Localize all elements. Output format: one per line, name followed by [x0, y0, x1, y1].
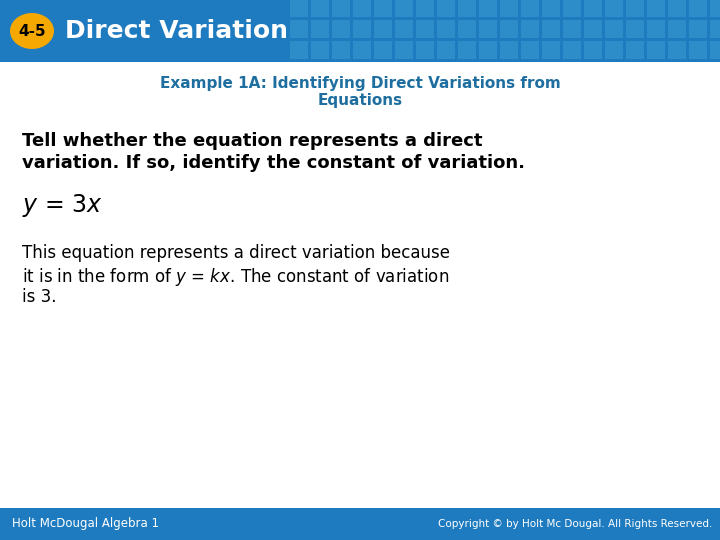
Bar [521, 20, 539, 38]
Bar [710, 0, 720, 17]
Bar [416, 20, 434, 38]
Bar [710, 41, 720, 59]
Text: $\mathbf{\mathit{y}}$ = 3$\mathbf{\mathit{x}}$: $\mathbf{\mathit{y}}$ = 3$\mathbf{\mathi… [22, 192, 102, 219]
Bar [416, 41, 434, 59]
Bar [710, 20, 720, 38]
Bar [521, 41, 539, 59]
Bar [563, 41, 581, 59]
Text: Direct Variation: Direct Variation [65, 19, 288, 43]
Text: is 3.: is 3. [22, 288, 56, 306]
Bar [668, 20, 686, 38]
Bar [500, 0, 518, 17]
Bar [479, 20, 497, 38]
Bar [605, 0, 623, 17]
Bar [542, 41, 560, 59]
Bar [311, 0, 329, 17]
Bar [290, 0, 308, 17]
Bar [689, 20, 707, 38]
Bar [479, 0, 497, 17]
Bar [332, 20, 350, 38]
Bar [374, 20, 392, 38]
Text: Copyright © by Holt Mc Dougal. All Rights Reserved.: Copyright © by Holt Mc Dougal. All Right… [438, 519, 712, 529]
Text: Tell whether the equation represents a direct: Tell whether the equation represents a d… [22, 132, 482, 150]
Bar [458, 0, 476, 17]
Ellipse shape [10, 13, 54, 49]
Text: 4-5: 4-5 [18, 24, 46, 38]
Text: it is in the form of $\mathit{y}$ = $\mathit{k}$$\mathit{x}$. The constant of va: it is in the form of $\mathit{y}$ = $\ma… [22, 266, 449, 288]
Bar [332, 41, 350, 59]
Bar [563, 0, 581, 17]
Bar [584, 0, 602, 17]
Bar [437, 41, 455, 59]
Bar [605, 41, 623, 59]
Bar [458, 41, 476, 59]
Bar [437, 0, 455, 17]
Bar [458, 20, 476, 38]
Text: Holt McDougal Algebra 1: Holt McDougal Algebra 1 [12, 517, 159, 530]
Bar [353, 20, 371, 38]
Bar [521, 0, 539, 17]
Bar [395, 0, 413, 17]
Bar [668, 41, 686, 59]
Bar [395, 41, 413, 59]
Bar [647, 0, 665, 17]
Bar [395, 20, 413, 38]
Bar [647, 20, 665, 38]
Bar [626, 41, 644, 59]
Bar [353, 41, 371, 59]
Text: Example 1A: Identifying Direct Variations from: Example 1A: Identifying Direct Variation… [160, 76, 560, 91]
Bar [689, 41, 707, 59]
Bar [311, 41, 329, 59]
Bar [605, 20, 623, 38]
Bar [584, 20, 602, 38]
Bar [416, 0, 434, 17]
Bar [689, 0, 707, 17]
Bar [542, 20, 560, 38]
Bar [647, 41, 665, 59]
Bar [290, 41, 308, 59]
Bar [479, 41, 497, 59]
Bar [0, 508, 720, 540]
Bar [0, 0, 720, 62]
Bar [290, 20, 308, 38]
Bar [353, 0, 371, 17]
Bar [500, 41, 518, 59]
Bar [626, 20, 644, 38]
Bar [500, 20, 518, 38]
Text: Equations: Equations [318, 93, 402, 108]
Bar [311, 20, 329, 38]
Bar [626, 0, 644, 17]
Bar [563, 20, 581, 38]
Bar [668, 0, 686, 17]
Bar [584, 41, 602, 59]
Bar [332, 0, 350, 17]
Bar [374, 0, 392, 17]
Text: This equation represents a direct variation because: This equation represents a direct variat… [22, 244, 450, 262]
Bar [542, 0, 560, 17]
Bar [374, 41, 392, 59]
Bar [437, 20, 455, 38]
Text: variation. If so, identify the constant of variation.: variation. If so, identify the constant … [22, 154, 525, 172]
